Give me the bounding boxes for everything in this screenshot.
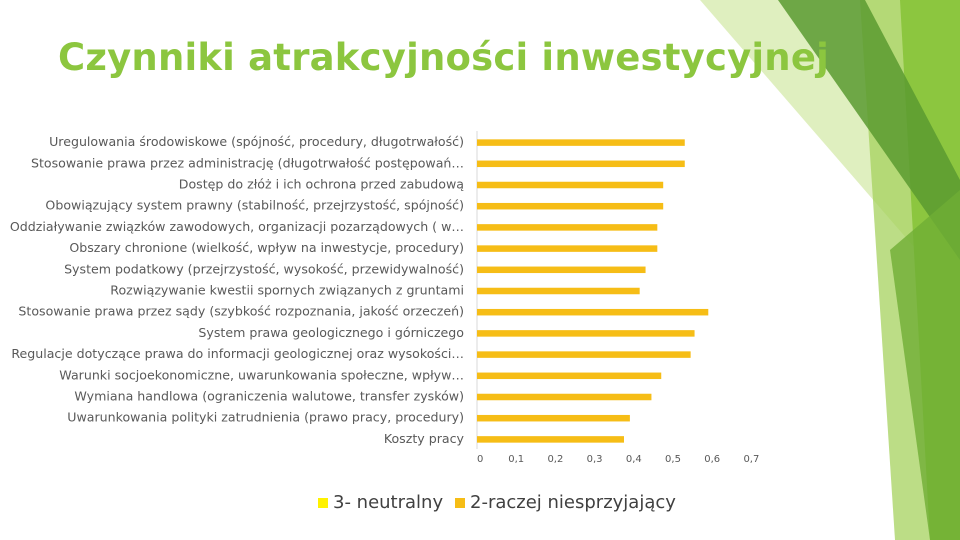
bar-unfavorable — [477, 351, 691, 358]
category-label: Regulacje dotyczące prawa do informacji … — [11, 346, 464, 361]
category-label: Wymiana handlowa (ograniczenia walutowe,… — [74, 389, 464, 404]
category-label: Warunki socjoekonomiczne, uwarunkowania … — [59, 367, 464, 382]
bar-unfavorable — [477, 139, 685, 146]
x-tick-label: 0,6 — [704, 454, 720, 465]
x-tick-label: 0,3 — [587, 454, 603, 465]
category-label: Obowiązujący system prawny (stabilność, … — [45, 198, 464, 213]
category-label: Oddziaływanie związków zawodowych, organ… — [10, 219, 464, 234]
bar-unfavorable — [477, 181, 664, 189]
category-label: System podatkowy (przejrzystość, wysokoś… — [64, 261, 464, 276]
category-label: Stosowanie prawa przez administrację (dł… — [31, 155, 464, 170]
category-label: Rozwiązywanie kwestii spornych związanyc… — [110, 283, 464, 298]
category-label: Uregulowania środowiskowe (spójność, pro… — [49, 134, 464, 149]
x-tick-label: 0,2 — [547, 454, 563, 465]
category-labels: Uregulowania środowiskowe (spójność, pro… — [10, 134, 465, 446]
x-tick-label: 0,4 — [626, 454, 642, 465]
category-label: Stosowanie prawa przez sądy (szybkość ro… — [18, 304, 464, 319]
x-axis-ticks: 0 0,1 0,2 0,3 0,4 0,5 0,6 0,7 — [477, 454, 759, 465]
category-label: Uwarunkowania polityki zatrudnienia (pra… — [67, 410, 464, 425]
chart-bars — [477, 139, 709, 443]
bar-unfavorable — [477, 393, 652, 401]
x-tick-label: 0 — [477, 454, 483, 465]
bar-unfavorable — [477, 160, 685, 168]
bar-unfavorable — [477, 414, 630, 422]
category-label: Obszary chronione (wielkość, wpływ na in… — [69, 240, 464, 255]
x-tick-label: 0,5 — [665, 454, 681, 465]
bar-unfavorable — [477, 266, 646, 274]
x-tick-label: 0,1 — [508, 454, 524, 465]
page-title: Czynniki atrakcyjności inwestycyjnej — [58, 36, 830, 79]
category-label: Dostęp do złóż i ich ochrona przed zabud… — [179, 177, 465, 192]
x-tick-label: 0,7 — [743, 454, 759, 465]
bar-unfavorable — [477, 287, 640, 295]
bar-unfavorable — [477, 224, 658, 231]
bar-unfavorable — [477, 330, 695, 337]
bar-unfavorable — [477, 308, 709, 316]
bar-unfavorable — [477, 202, 664, 210]
bar-unfavorable — [477, 436, 624, 443]
bar-unfavorable — [477, 372, 662, 380]
category-label: Koszty pracy — [384, 431, 465, 446]
bar-unfavorable — [477, 245, 658, 252]
category-label: System prawa geologicznego i górniczego — [198, 325, 464, 340]
